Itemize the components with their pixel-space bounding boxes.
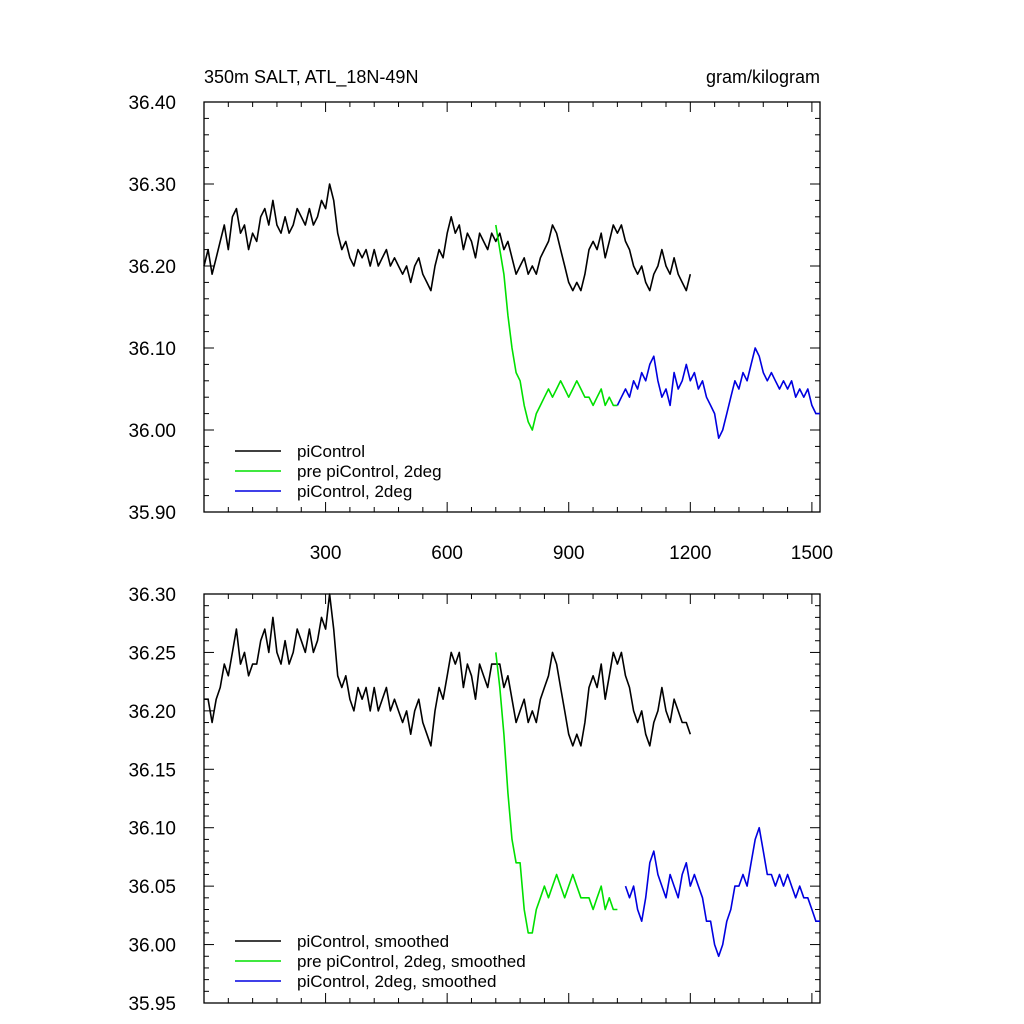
series-line-3 bbox=[624, 826, 820, 958]
series-line-1 bbox=[204, 593, 692, 747]
legend-label: piControl bbox=[297, 442, 365, 461]
legend-label: pre piControl, 2deg, smoothed bbox=[297, 952, 526, 971]
y-tick-label: 36.05 bbox=[128, 877, 176, 898]
y-tick-label: 36.20 bbox=[128, 702, 176, 723]
chart-panel-1: 300 600 900 1200 1500 35.90 36.00 36.10 36.20 36.… bbox=[128, 93, 833, 564]
series-line-3 bbox=[616, 347, 820, 439]
y-tick-label: 35.95 bbox=[128, 994, 176, 1015]
units-label: gram/kilogram bbox=[706, 67, 820, 87]
plot-frame bbox=[203, 101, 821, 513]
chart-title: 350m SALT, ATL_18N-49N bbox=[204, 67, 418, 88]
legend-label: piControl, smoothed bbox=[297, 932, 449, 951]
chart-panel-2: 35.95 36.00 36.05 36.10 36.15 36.20 36.25 36.30… bbox=[128, 585, 821, 1015]
x-tick-label: 1200 bbox=[669, 543, 711, 564]
y-tick-label: 36.30 bbox=[128, 175, 176, 196]
legend-label: piControl, 2deg bbox=[297, 482, 412, 501]
legend-label: piControl, 2deg, smoothed bbox=[297, 972, 496, 991]
series-line-2 bbox=[495, 224, 618, 431]
y-tick-label: 36.00 bbox=[128, 936, 176, 957]
y-tick-label: 36.40 bbox=[128, 93, 176, 114]
series-line-1 bbox=[203, 183, 692, 292]
y-tick-label: 36.15 bbox=[128, 760, 176, 781]
y-tick-label: 36.25 bbox=[128, 643, 176, 664]
x-tick-label: 1500 bbox=[791, 543, 833, 564]
plot-frame bbox=[203, 593, 821, 1004]
y-tick-label: 36.10 bbox=[128, 819, 176, 840]
y-tick-label: 36.10 bbox=[128, 339, 176, 360]
y-tick-label: 36.20 bbox=[128, 257, 176, 278]
series-line-2 bbox=[495, 652, 618, 934]
y-tick-label: 36.00 bbox=[128, 421, 176, 442]
x-tick-label: 900 bbox=[553, 543, 585, 564]
y-tick-label: 36.30 bbox=[128, 585, 176, 606]
x-tick-label: 600 bbox=[431, 543, 463, 564]
y-tick-label: 35.90 bbox=[128, 503, 176, 524]
x-tick-label: 300 bbox=[310, 543, 342, 564]
legend-label: pre piControl, 2deg bbox=[297, 462, 442, 481]
